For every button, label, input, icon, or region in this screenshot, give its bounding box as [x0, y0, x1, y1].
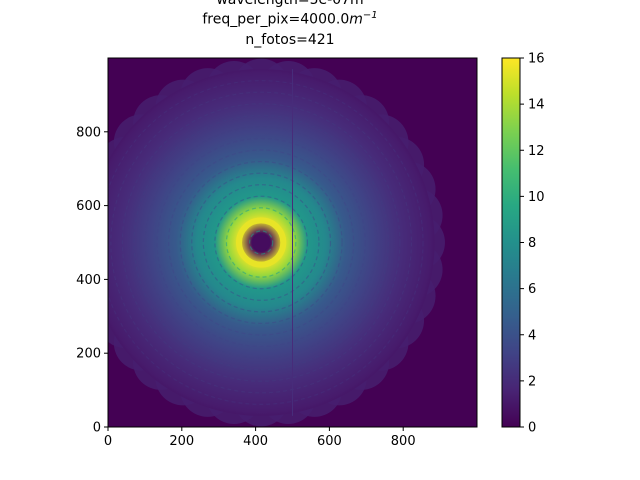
y-tick-label: 0 [93, 421, 101, 436]
x-tick-label: 400 [243, 434, 268, 449]
y-tick-label: 400 [76, 273, 101, 288]
colorbar-tick-label: 6 [528, 282, 536, 297]
y-axis-ticks: 0 200 400 600 800 [76, 125, 108, 435]
y-tick-label: 800 [76, 125, 101, 140]
colorbar-tick-label: 14 [528, 98, 545, 113]
colorbar-tick-label: 12 [528, 144, 545, 159]
x-tick-label: 600 [317, 434, 342, 449]
x-tick-label: 800 [391, 434, 416, 449]
colorbar-ticks: 0 2 4 6 8 10 12 14 16 [520, 52, 545, 436]
colorbar-tick-label: 0 [528, 421, 536, 436]
colorbar-tick-label: 16 [528, 52, 545, 67]
y-tick-label: 600 [76, 199, 101, 214]
colorbar [502, 58, 520, 427]
colorbar-tick-label: 10 [528, 190, 545, 205]
heatmap-layer [77, 58, 477, 427]
x-axis-ticks: 0 200 400 600 800 [104, 427, 416, 449]
y-tick-label: 200 [76, 347, 101, 362]
colorbar-tick-label: 4 [528, 328, 536, 343]
x-tick-label: 0 [104, 434, 112, 449]
colorbar-tick-label: 8 [528, 236, 536, 251]
x-tick-label: 200 [169, 434, 194, 449]
colorbar-tick-label: 2 [528, 374, 536, 389]
center-hole [253, 234, 269, 250]
